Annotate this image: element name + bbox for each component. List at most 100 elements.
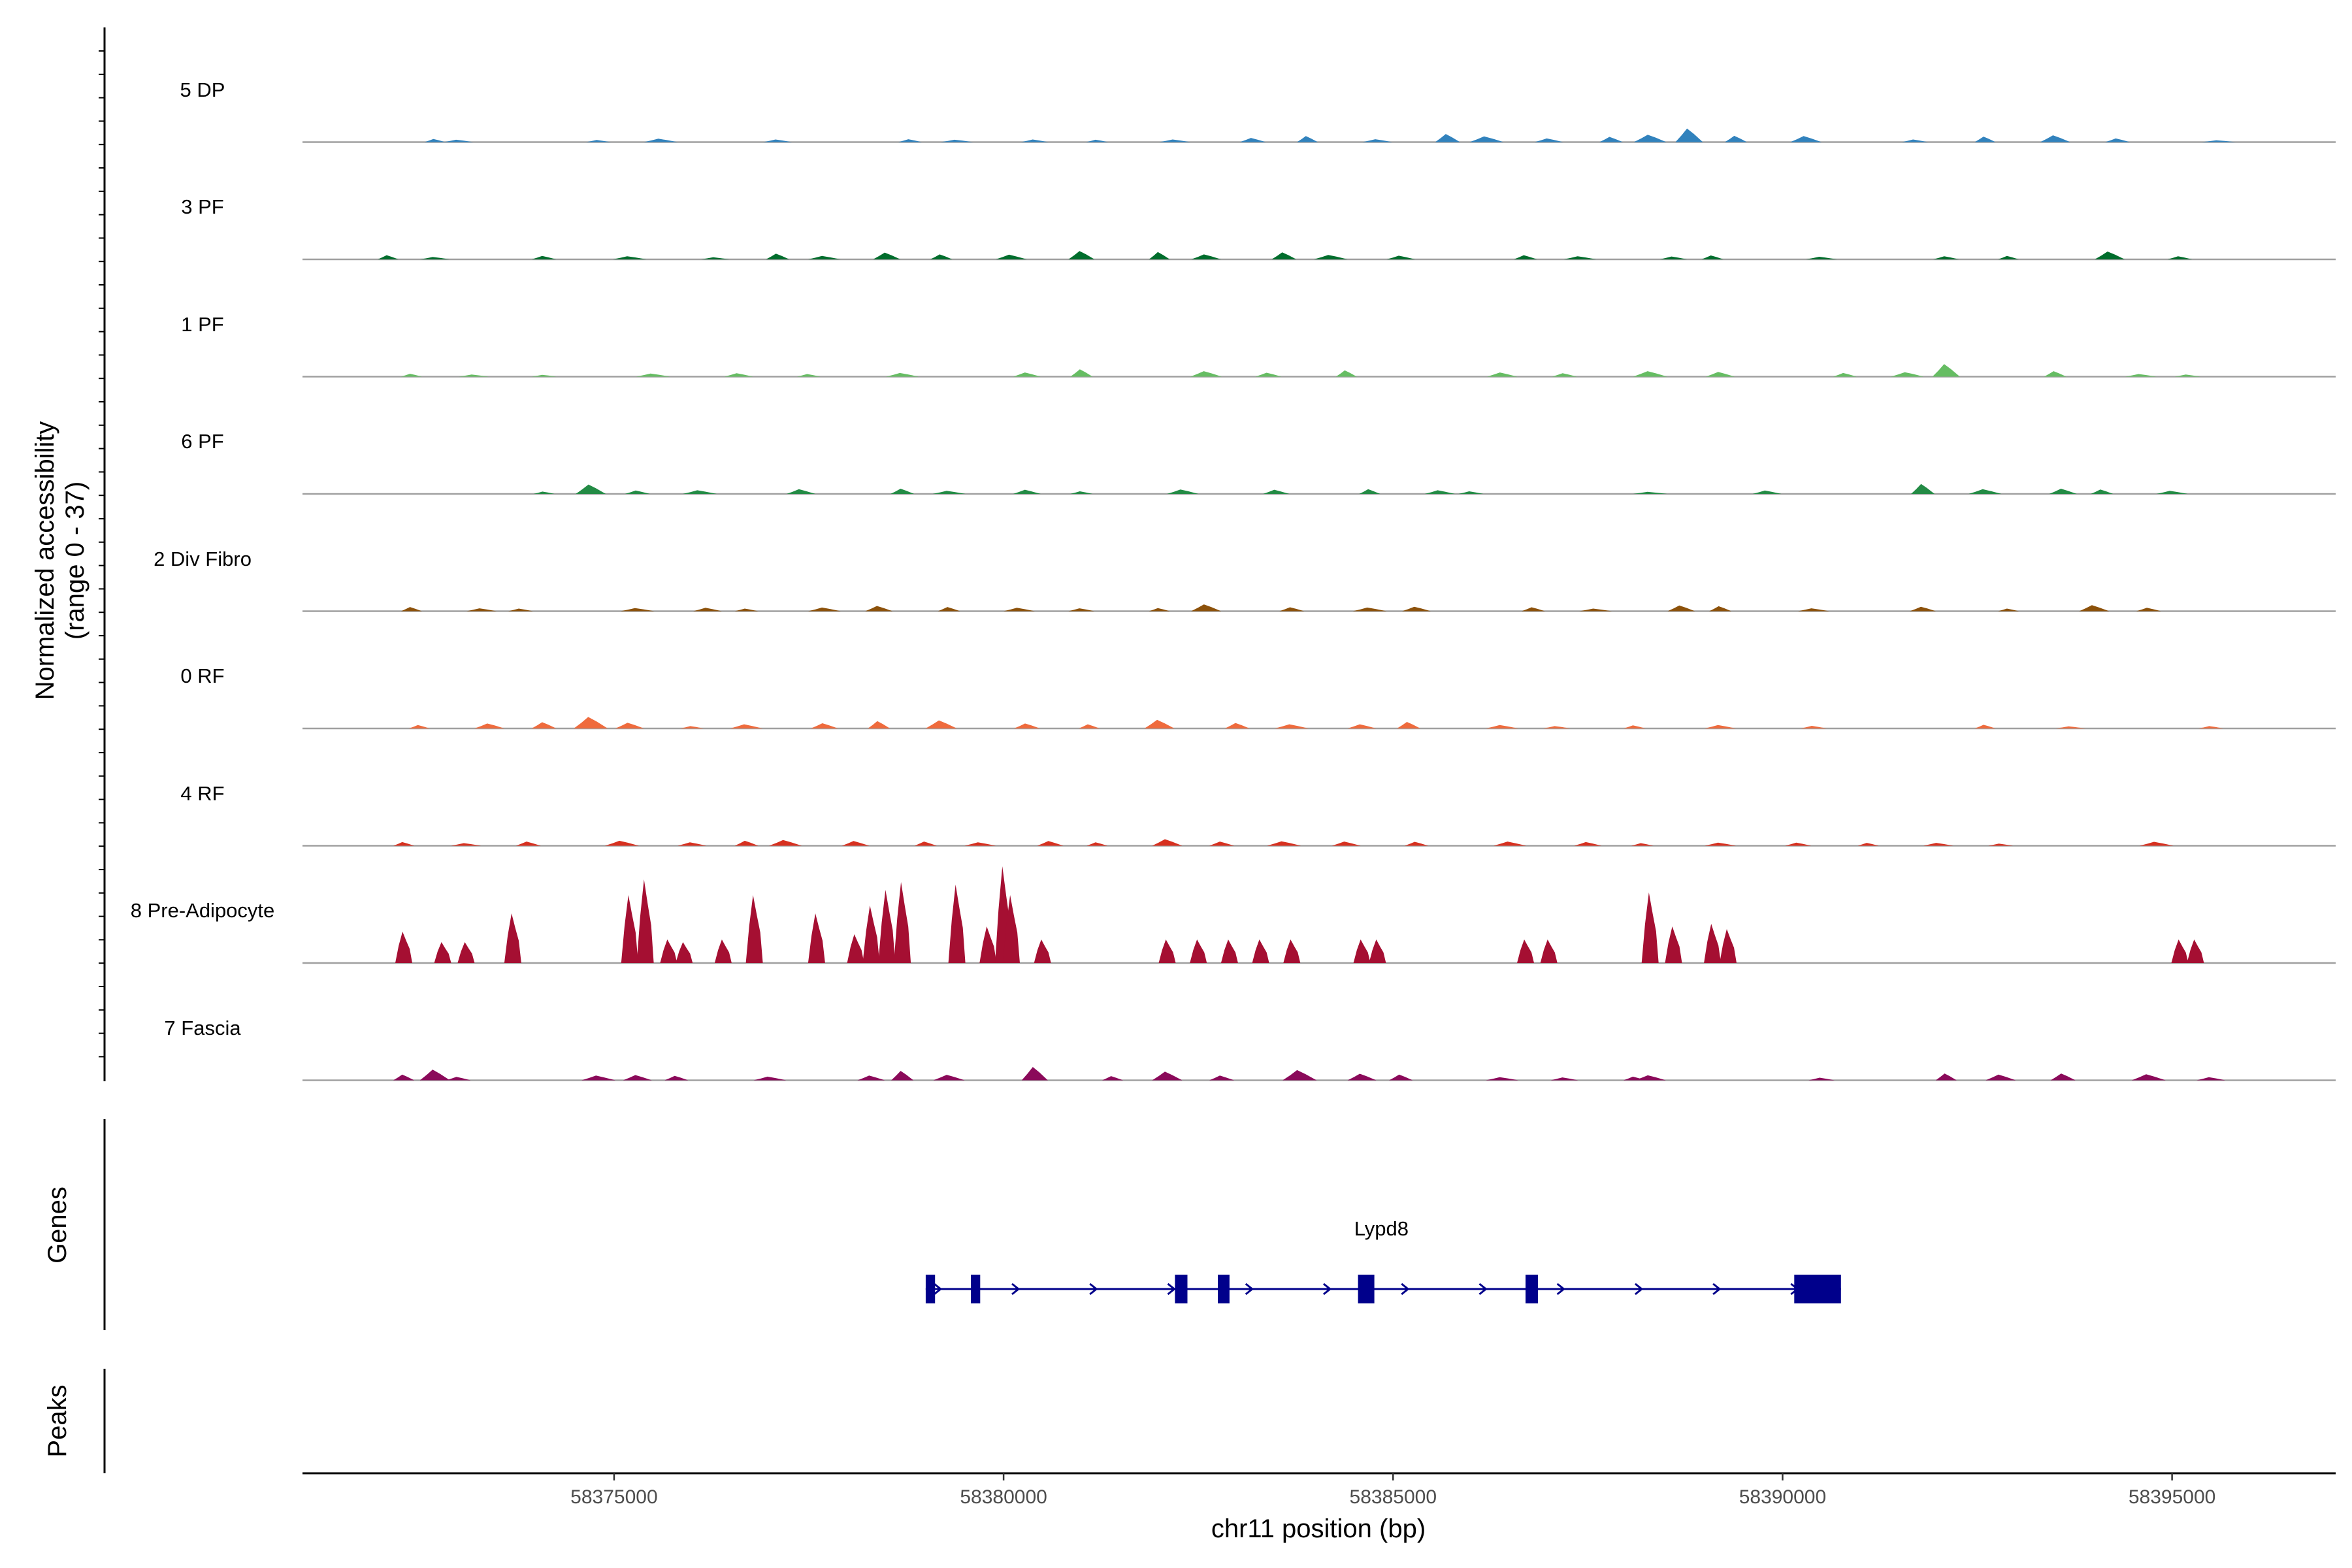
coverage-peak [1152,839,1183,846]
coverage-peak [1424,490,1455,494]
coverage-peak [1974,137,1996,142]
gene-strand-arrow [1712,1282,1722,1296]
coverage-peak [1790,136,1822,142]
coverage-peak [700,257,730,259]
coverage-peak [1313,255,1348,259]
track-label: 0 RF [180,664,225,687]
coverage-peak [531,374,557,377]
coverage-peak [1988,843,2014,846]
coverage-peak [878,890,896,963]
coverage-peak [2136,608,2161,612]
track-label: 1 PF [181,312,224,336]
coverage-peak [604,840,639,846]
gene-strand-arrow [1401,1282,1410,1296]
coverage-peak [612,256,647,259]
coverage-peak [664,1075,689,1081]
coverage-peak [948,885,966,963]
coverage-peak [586,140,612,142]
coverage-peak [1923,843,1953,846]
coverage-peak [1353,939,1371,963]
x-tick-label: 58390000 [1739,1486,1827,1508]
coverage-peak [1068,608,1095,612]
coverage-peak [730,724,763,728]
coverage-peak [1167,489,1199,494]
coverage-peak [1833,372,1857,377]
coverage-peak [680,726,704,728]
coverage-peak [1705,725,1737,728]
coverage-peak [1034,939,1051,963]
coverage-peak [1397,722,1421,728]
coverage-peak [1675,128,1703,142]
coverage-peak [964,842,996,846]
coverage-peak [1552,373,1577,377]
coverage-peak [1158,939,1176,963]
x-tick-label: 58395000 [2128,1486,2216,1508]
coverage-peak [1347,1073,1377,1081]
coverage-peak [1534,138,1563,142]
coverage-peak [933,1075,965,1081]
coverage-peak [393,841,414,846]
coverage-peak [2202,140,2236,142]
coverage-peak [2049,489,2077,494]
coverage-peak [508,608,533,612]
coverage-peak [1487,372,1518,377]
coverage-peak [996,254,1027,259]
coverage-peak [2167,256,2193,259]
coverage-peak [1283,939,1301,963]
coverage-peak [925,720,957,728]
coverage-peak [1003,895,1020,963]
coverage-peak [678,842,707,846]
coverage-peak [714,939,732,963]
coverage-peak [1347,724,1377,728]
coverage-peak [1068,251,1095,259]
coverage-peak [636,373,670,377]
coverage-peak [1998,255,2019,259]
coverage-peak [2125,374,2157,377]
coverage-peak [1634,1075,1666,1081]
coverage-peak [1004,608,1035,612]
coverage-peak [434,942,451,963]
coverage-peak [1070,369,1093,377]
gene-exon [1526,1275,1539,1303]
coverage-peak [753,1076,787,1081]
coverage-peak [1469,136,1504,142]
coverage-peak [1798,608,1830,612]
coverage-peak [676,942,693,963]
coverage-peak [787,489,816,494]
coverage-peak [914,841,937,846]
coverage-peak [459,374,489,377]
coverage-peak [2055,726,2086,728]
coverage-peak [1705,842,1737,846]
coverage-peak [1563,256,1597,259]
coverage-peak [1911,483,1935,494]
coverage-peak [1191,254,1222,259]
coverage-peak [1486,725,1519,728]
coverage-peak [1070,491,1093,494]
gene-strand-arrow [1167,1282,1176,1296]
coverage-peak [1386,255,1416,259]
gene-strand-arrow [1011,1282,1021,1296]
coverage-peak [1633,371,1667,377]
coverage-peak [1574,841,1602,846]
coverage-peak [400,607,422,612]
coverage-peak [1902,139,1929,142]
coverage-peak [446,1077,471,1081]
coverage-peak [1191,604,1222,612]
coverage-peak [1806,257,1838,259]
coverage-peak [1359,489,1380,494]
coverage-peak [1267,841,1301,846]
coverage-peak [930,254,953,259]
coverage-peak [531,722,557,728]
coverage-peak [1079,724,1100,728]
coverage-peak [1974,725,1996,728]
coverage-peak [1255,372,1282,377]
coverage-peak [1968,489,2002,494]
gene-exon [1175,1275,1188,1303]
coverage-peak [1633,135,1667,142]
coverage-peak [1149,608,1170,612]
coverage-peak [419,257,450,259]
x-tick-label: 58385000 [1349,1486,1437,1508]
coverage-peak [1891,372,1924,377]
coverage-peak [2156,491,2188,494]
